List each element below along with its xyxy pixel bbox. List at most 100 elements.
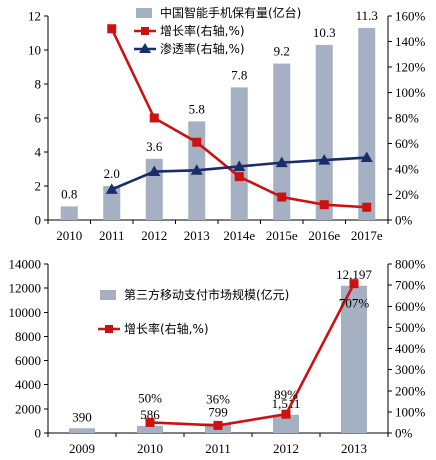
- y-left-tick-label: 2000: [15, 401, 41, 416]
- y-right-tick-label: 200%: [395, 383, 426, 398]
- y-left-tick-label: 6: [35, 111, 42, 126]
- legend-marker: [139, 43, 151, 53]
- bar: [69, 428, 95, 433]
- x-tick-label: 2010: [137, 441, 163, 456]
- x-tick-label: 2012: [141, 228, 167, 243]
- chart-mobile-payment-market: 0 2000 4000 6000 8000 10000 12000 14000 0% 100% 20…: [9, 257, 426, 457]
- line-point: [319, 200, 329, 210]
- y-left-tick-label: 12: [28, 9, 41, 24]
- y-right-tick-label: 600%: [395, 299, 426, 314]
- bar-value-label: 0.8: [61, 186, 77, 201]
- legend-label: 增长率(右轴,%): [124, 321, 209, 336]
- line-point: [192, 137, 202, 147]
- bar: [103, 186, 121, 220]
- y-left-tick-label: 0: [35, 213, 42, 228]
- y-right-tick-label: 800%: [395, 257, 426, 272]
- line-value-label: 707%: [339, 296, 370, 311]
- y-left-tick-label: 0: [35, 426, 42, 441]
- y-left-tick-label: 2: [35, 179, 42, 194]
- series-line: [149, 283, 356, 427]
- x-tick-label: 2017e: [351, 228, 383, 243]
- legend-swatch-bar: [136, 8, 152, 18]
- y-right-tick-label: 100%: [395, 85, 426, 100]
- y-right-tick-label: 60%: [395, 136, 419, 151]
- legend-label: 渗透率(右轴,%): [160, 41, 245, 56]
- line-point: [349, 279, 359, 289]
- y-right-tick-label: 140%: [395, 34, 426, 49]
- x-tick-label: 2011: [205, 441, 231, 456]
- line-value-label: 89%: [274, 387, 298, 402]
- y-right-tick-label: 400%: [395, 341, 426, 356]
- bar-value-label: 9.2: [274, 44, 290, 59]
- line-point: [190, 164, 203, 175]
- y-left-tick-label: 12000: [9, 281, 42, 296]
- line-point: [234, 172, 244, 182]
- x-tick-label: 2013: [341, 441, 367, 456]
- y-right-tick-label: 40%: [395, 162, 419, 177]
- line-point: [281, 409, 291, 419]
- line-point: [277, 192, 287, 202]
- line-point: [105, 183, 118, 194]
- bar-value-label: 2.0: [104, 166, 120, 181]
- x-tick-label: 2009: [69, 441, 95, 456]
- line-point: [145, 417, 155, 427]
- y-left-tick-label: 14000: [9, 257, 42, 272]
- bar-value-label: 12,197: [336, 267, 372, 282]
- y-right-tick-label: 120%: [395, 60, 426, 75]
- line-value-label: 50%: [138, 390, 162, 405]
- y-left-tick-label: 6000: [15, 353, 41, 368]
- line-point: [362, 202, 372, 212]
- bar-value-label: 3.6: [146, 139, 163, 154]
- line-point: [213, 420, 223, 430]
- y-right-tick-label: 300%: [395, 362, 426, 377]
- x-tick-label: 2013: [184, 228, 210, 243]
- chart-smartphone-ownership: 0246810120%20%40%60%80%100%120%140%160%2…: [28, 5, 426, 243]
- y-left-tick-label: 8000: [15, 329, 41, 344]
- line-point: [107, 24, 117, 34]
- bar: [273, 414, 299, 433]
- bar-value-label: 586: [140, 407, 160, 422]
- x-tick-label: 2016e: [308, 228, 340, 243]
- y-right-tick-label: 160%: [395, 9, 426, 24]
- y-left-tick-label: 10: [28, 43, 41, 58]
- bar: [341, 285, 367, 433]
- bar-value-label: 10.3: [313, 25, 336, 40]
- y-right-tick-label: 80%: [395, 111, 419, 126]
- bar-value-label: 7.8: [231, 67, 247, 82]
- y-left-tick-label: 10000: [9, 305, 42, 320]
- x-tick-label: 2012: [273, 441, 299, 456]
- bar-value-label: 390: [72, 409, 92, 424]
- y-right-tick-label: 0%: [395, 213, 413, 228]
- y-right-tick-label: 700%: [395, 278, 426, 293]
- y-left-tick-label: 4: [35, 145, 42, 160]
- bar: [315, 44, 333, 221]
- y-left-tick-label: 8: [35, 77, 42, 92]
- line-point: [318, 154, 331, 165]
- legend-swatch-bar: [100, 290, 116, 300]
- legend-marker: [105, 325, 113, 333]
- legend-label: 增长率(右轴,%): [160, 23, 245, 38]
- x-tick-label: 2011: [99, 228, 125, 243]
- y-right-tick-label: 500%: [395, 320, 426, 335]
- bar: [60, 206, 78, 220]
- legend-marker: [141, 27, 149, 35]
- y-right-tick-label: 20%: [395, 187, 419, 202]
- y-left-tick-label: 4000: [15, 377, 41, 392]
- bar: [273, 63, 291, 220]
- bar-value-label: 799: [208, 404, 228, 419]
- x-tick-label: 2010: [56, 228, 82, 243]
- legend-label: 第三方移动支付市场规模(亿元): [124, 287, 289, 302]
- line-value-label: 36%: [206, 391, 230, 406]
- y-right-tick-label: 100%: [395, 404, 426, 419]
- x-tick-label: 2014e: [223, 228, 255, 243]
- line-point: [149, 113, 159, 123]
- line-point: [360, 151, 373, 163]
- bar-value-label: 5.8: [189, 101, 205, 116]
- bar: [137, 425, 163, 433]
- legend-label: 中国智能手机保有量(亿台): [160, 5, 301, 20]
- bar-value-label: 11.3: [356, 8, 378, 23]
- bar: [230, 87, 248, 221]
- line-point: [275, 156, 288, 168]
- line-point: [148, 165, 161, 177]
